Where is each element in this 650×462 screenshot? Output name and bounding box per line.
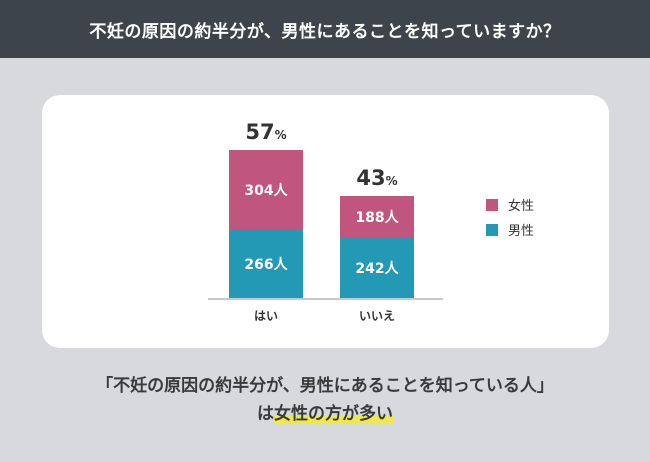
percent-label-yes: 57%	[245, 120, 287, 144]
caption-line-1: 「不妊の原因の約半分が、男性にあることを知っている人」	[96, 376, 554, 396]
legend-swatch-female-icon	[486, 198, 498, 211]
caption-highlight: 女性の方が多い	[274, 404, 393, 424]
chart-card	[42, 95, 609, 348]
conclusion-caption: 「不妊の原因の約半分が、男性にあることを知っている人」 は女性の方が多い	[0, 372, 650, 428]
bar-yes: 304人 266人	[229, 150, 303, 298]
bar-no: 188人 242人	[340, 196, 414, 298]
legend-item-female: 女性	[486, 195, 534, 214]
page-title: 不妊の原因の約半分が、男性にあることを知っていますか？	[0, 0, 650, 58]
percent-label-no: 43%	[356, 166, 398, 190]
legend-item-male: 男性	[486, 220, 534, 239]
legend-label-female: 女性	[508, 199, 535, 214]
bar-no-female: 188人	[340, 196, 414, 238]
bar-yes-male: 266人	[229, 229, 303, 298]
category-label-yes: はい	[253, 309, 278, 323]
legend-label-male: 男性	[508, 224, 535, 239]
legend-swatch-male-icon	[486, 223, 498, 236]
bar-no-male: 242人	[340, 238, 414, 298]
x-axis-baseline	[208, 298, 443, 300]
bar-yes-female: 304人	[229, 150, 303, 229]
category-label-no: いいえ	[358, 309, 395, 323]
caption-line-2: は女性の方が多い	[257, 404, 393, 424]
